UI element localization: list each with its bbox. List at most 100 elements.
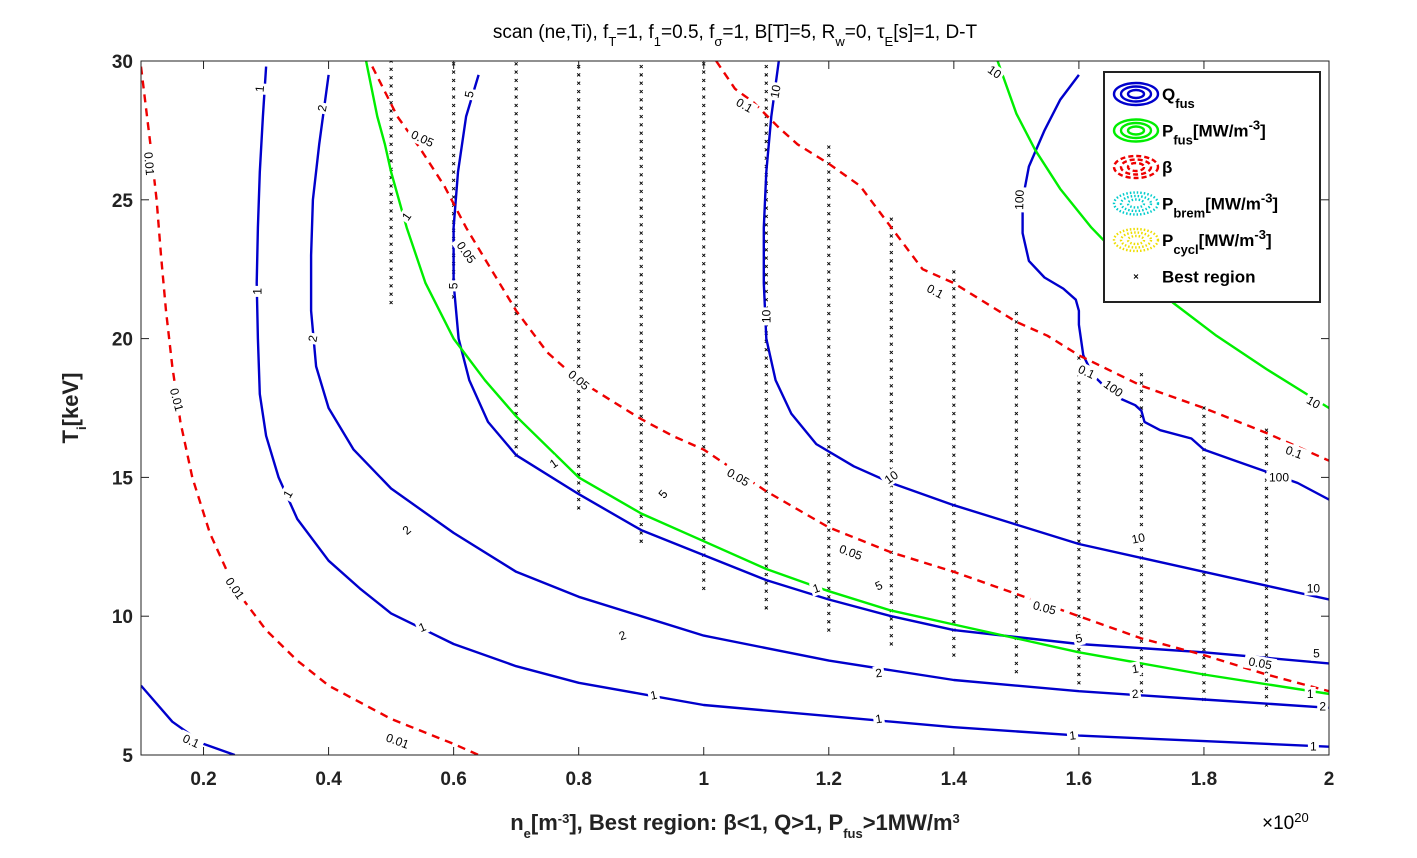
- best-region-marker: [701, 211, 706, 216]
- legend-ellipse-icon: [1112, 81, 1160, 107]
- contour-label-q: 1: [252, 82, 268, 95]
- best-region-marker: [1202, 456, 1206, 460]
- best-region-marker: [1202, 664, 1206, 668]
- best-region-marker: [1202, 422, 1206, 427]
- contour-label-q: 1: [1307, 739, 1319, 754]
- best-region-marker: [639, 114, 644, 119]
- best-region-marker: [1139, 439, 1144, 444]
- best-region-marker: [1014, 370, 1019, 374]
- best-region-marker: [639, 464, 644, 469]
- best-region-marker: [889, 592, 894, 596]
- legend-marker-icon: [1133, 274, 1139, 279]
- best-region-marker: [1202, 414, 1206, 419]
- contour-label-background: [646, 687, 661, 704]
- best-region-marker: [576, 306, 581, 310]
- best-region-marker: [889, 642, 894, 646]
- best-region-marker: [576, 322, 581, 327]
- best-region-marker: [639, 439, 644, 444]
- contour-label-text: 0.1: [1076, 362, 1097, 382]
- best-region-marker: [826, 445, 831, 449]
- best-region-marker: [1077, 622, 1081, 627]
- best-region-marker: [701, 528, 706, 532]
- best-region-marker: [764, 531, 769, 535]
- best-region-marker: [889, 500, 894, 505]
- best-region-marker: [639, 522, 644, 527]
- contour-label-q: 0.1: [176, 729, 206, 753]
- best-region-marker: [701, 286, 706, 291]
- contour-label-text: 2: [875, 666, 884, 681]
- best-region-marker: [389, 225, 393, 230]
- best-region-marker: [514, 111, 518, 116]
- best-region-marker: [1014, 511, 1019, 516]
- best-region-marker: [1264, 453, 1269, 458]
- best-region-marker: [889, 275, 894, 280]
- best-region-marker: [764, 106, 769, 111]
- best-region-marker: [1202, 497, 1206, 502]
- best-region-marker: [826, 461, 831, 466]
- x-tick-label: 2: [1324, 769, 1335, 790]
- best-region-marker: [1139, 464, 1144, 469]
- best-region-marker: [889, 217, 894, 222]
- best-region-marker: [701, 370, 706, 374]
- best-region-marker: [1077, 581, 1081, 585]
- best-region-marker: [826, 619, 831, 624]
- best-region-marker: [826, 611, 831, 616]
- best-region-marker: [952, 286, 956, 291]
- contour-label-background: [872, 711, 886, 727]
- best-region-marker: [889, 458, 894, 463]
- best-region-marker: [889, 533, 894, 538]
- best-region-marker: [952, 336, 956, 341]
- contour-label-q: 1: [279, 485, 297, 503]
- best-region-marker: [826, 286, 831, 291]
- best-region-marker: [764, 139, 769, 144]
- best-region-marker: [1077, 456, 1081, 460]
- best-region-marker: [889, 334, 894, 338]
- contour-label-pfus: 1: [1128, 661, 1142, 677]
- best-region-marker: [889, 450, 894, 455]
- best-region-marker: [1264, 569, 1269, 574]
- best-region-marker: [764, 514, 769, 519]
- best-region-marker: [1139, 522, 1144, 527]
- legend-label: Best region: [1162, 268, 1256, 287]
- best-region-marker: [389, 300, 393, 305]
- best-region-marker: [764, 222, 769, 227]
- contour-label-q: 5: [870, 577, 887, 595]
- best-region-marker: [389, 209, 393, 213]
- best-region-marker: [639, 447, 644, 452]
- best-region-marker: [952, 653, 956, 657]
- best-region-marker: [1014, 328, 1019, 333]
- best-region-marker: [1014, 445, 1019, 449]
- best-region-marker: [576, 314, 581, 319]
- contour-beta-0_01: [141, 66, 480, 755]
- best-region-marker: [639, 489, 644, 494]
- best-region-marker: [1139, 389, 1144, 394]
- best-region-marker: [514, 78, 518, 83]
- contour-label-background: [1099, 375, 1128, 402]
- x-axis-multiplier: ×1020: [1262, 810, 1309, 835]
- best-region-marker: [639, 531, 644, 535]
- contour-label-pfus: 1: [808, 580, 824, 597]
- legend-ellipse-icon: [1126, 125, 1146, 136]
- contour-label-q: 2: [397, 521, 416, 539]
- best-region-marker: [701, 511, 706, 516]
- best-region-marker: [576, 89, 581, 94]
- best-region-marker: [1202, 481, 1206, 485]
- best-region-marker: [1014, 336, 1019, 341]
- best-region-marker: [639, 356, 644, 360]
- best-region-marker: [1077, 606, 1081, 610]
- contour-label-background: [730, 93, 759, 118]
- best-region-marker: [826, 386, 831, 391]
- best-region-marker: [952, 453, 956, 458]
- best-region-marker: [889, 259, 894, 263]
- best-region-marker: [1202, 489, 1206, 494]
- best-region-marker: [764, 539, 769, 544]
- best-region-marker: [639, 364, 644, 369]
- best-region-marker: [952, 511, 956, 516]
- best-region-marker: [639, 422, 644, 427]
- best-region-marker: [639, 206, 644, 210]
- best-region-marker: [701, 495, 706, 499]
- best-region-marker: [1077, 664, 1081, 668]
- best-region-marker: [889, 309, 894, 313]
- best-region-marker: [764, 597, 769, 602]
- best-region-marker: [1077, 422, 1081, 427]
